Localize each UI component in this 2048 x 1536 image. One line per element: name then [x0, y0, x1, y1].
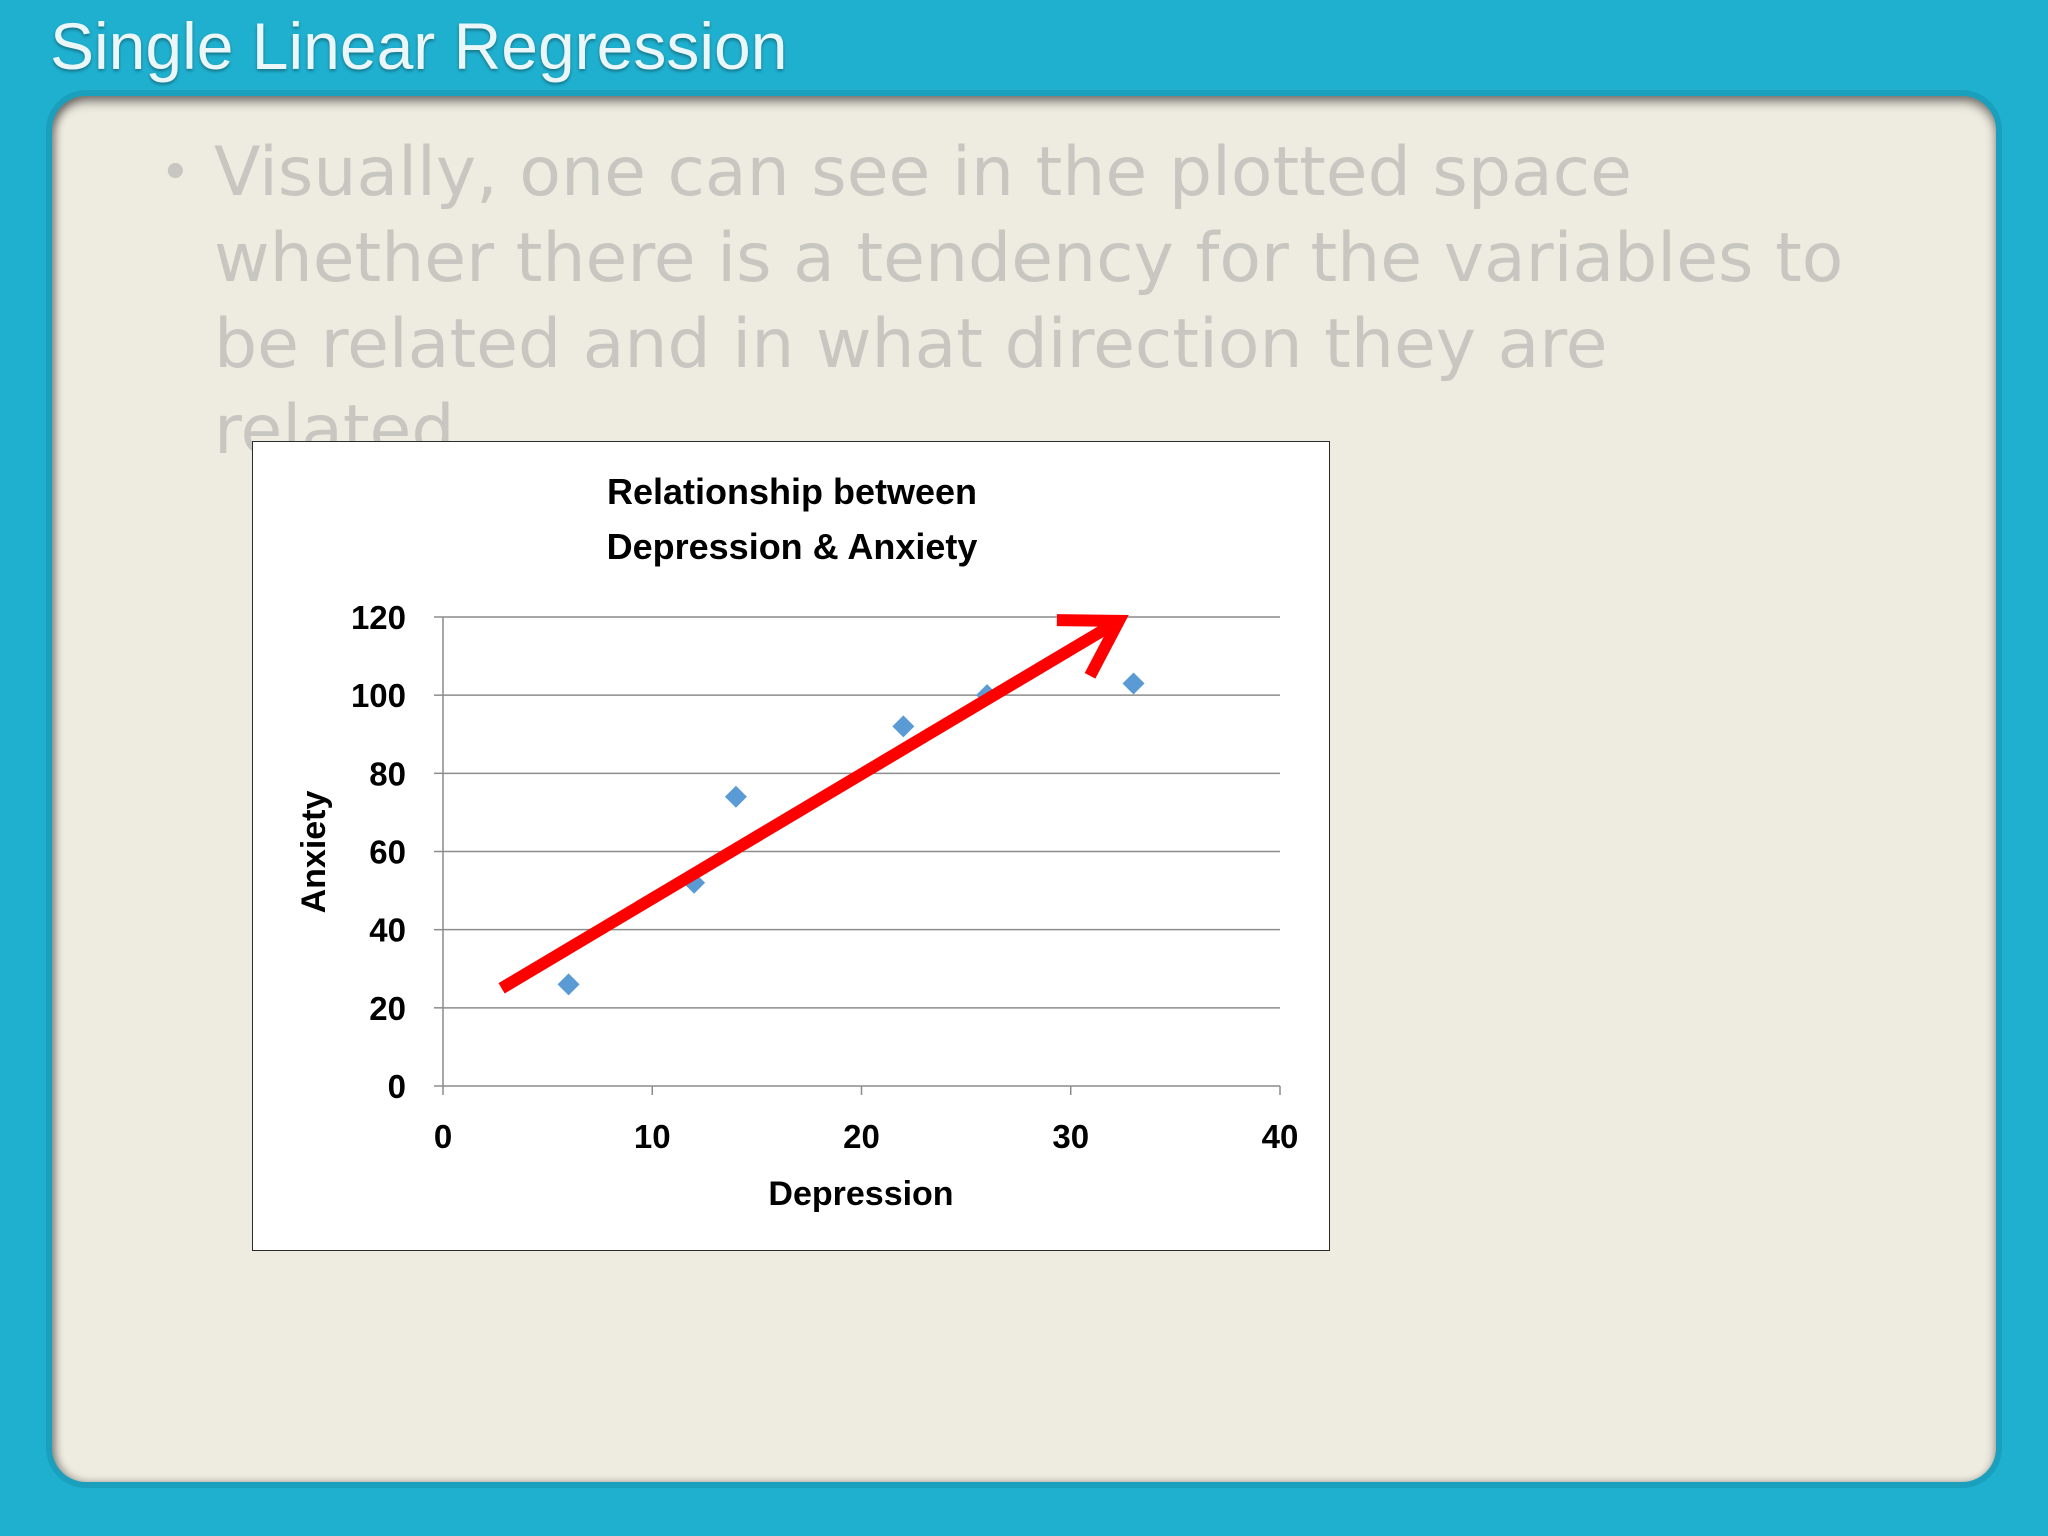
- y-tick-label-20: 20: [369, 990, 406, 1027]
- x-tick-label-20: 20: [843, 1118, 880, 1155]
- data-point: [1122, 672, 1145, 695]
- x-tick-label-40: 40: [1262, 1118, 1299, 1155]
- data-point: [557, 973, 580, 996]
- scatter-chart: 0 20 40 60 80 100 120 0 10 20 30 40 Relationship bet…: [252, 441, 1330, 1251]
- data-points: [557, 672, 1145, 996]
- slide-title: Single Linear Regression: [50, 9, 788, 83]
- chart-title-line-2: Depression & Anxiety: [607, 526, 978, 567]
- x-tick-label-10: 10: [634, 1118, 671, 1155]
- trend-arrow: [498, 614, 1129, 994]
- axes: [434, 616, 1281, 1095]
- bullet-point: • Visually, one can see in the plotted s…: [160, 130, 1880, 474]
- y-tick-label-0: 0: [388, 1068, 406, 1105]
- data-point: [724, 785, 747, 808]
- x-tick-label-0: 0: [434, 1118, 452, 1155]
- bullet-text: Visually, one can see in the plotted spa…: [214, 133, 1844, 470]
- chart-canvas: 0 20 40 60 80 100 120 0 10 20 30 40 Relationship bet…: [295, 471, 1298, 1213]
- y-tick-label-120: 120: [351, 599, 406, 636]
- y-tick-label-80: 80: [369, 755, 406, 792]
- bullet-dot-icon: •: [160, 143, 191, 203]
- x-tick-label-30: 30: [1052, 1118, 1089, 1155]
- data-point: [892, 715, 915, 738]
- arrow-shaft: [498, 618, 1117, 994]
- chart-title-line-1: Relationship between: [607, 471, 977, 512]
- chart-labels: 0 20 40 60 80 100 120 0 10 20 30 40 Relationship bet…: [295, 471, 1298, 1213]
- arrow-head: [1056, 614, 1129, 679]
- y-tick-label-40: 40: [369, 912, 406, 949]
- y-tick-label-100: 100: [351, 677, 406, 714]
- y-axis-label: Anxiety: [295, 791, 333, 914]
- y-tick-label-60: 60: [369, 834, 406, 871]
- x-axis-label: Depression: [768, 1175, 953, 1213]
